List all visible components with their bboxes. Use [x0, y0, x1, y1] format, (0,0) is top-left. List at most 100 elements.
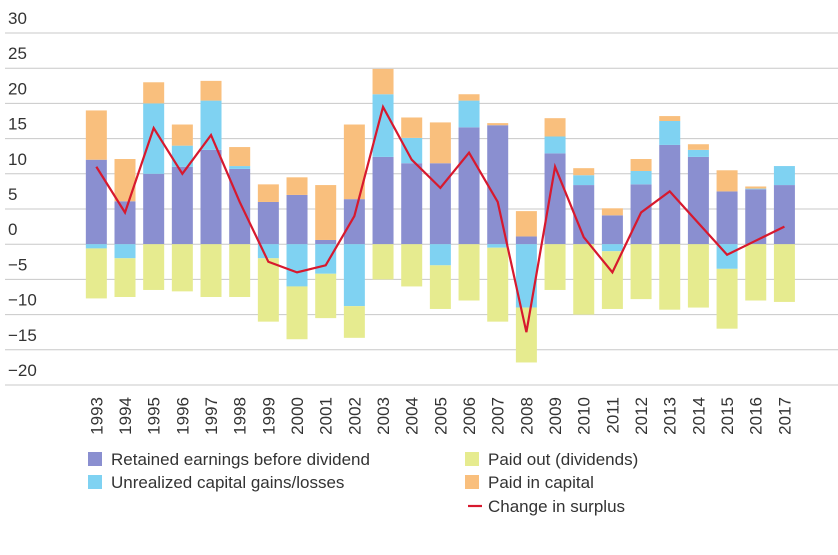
bar [601, 244, 623, 252]
bar [716, 170, 738, 192]
bar [200, 80, 222, 101]
bar [401, 244, 423, 287]
legend-label: Retained earnings before dividend [111, 450, 370, 469]
bar [229, 244, 251, 297]
legend-label: Change in surplus [488, 497, 625, 516]
bar [143, 82, 165, 104]
bar [343, 244, 365, 307]
bar [315, 239, 337, 245]
bar [372, 68, 394, 95]
legend-label: Paid out (dividends) [488, 450, 638, 469]
bar [716, 268, 738, 329]
legend-label: Paid in capital [488, 473, 594, 492]
bar [515, 211, 537, 237]
bar [257, 184, 279, 202]
bar [200, 100, 222, 150]
bar [487, 123, 509, 126]
bar [85, 110, 107, 160]
bar [257, 201, 279, 245]
bar [773, 185, 795, 245]
bar [85, 248, 107, 299]
x-tick-label: 2012 [632, 397, 651, 435]
bar [659, 244, 681, 310]
y-tick-label: 0 [8, 220, 17, 239]
bar [372, 94, 394, 157]
x-tick-label: 2002 [345, 397, 364, 435]
bar [171, 166, 193, 245]
y-tick-label: −15 [8, 326, 37, 345]
bar [687, 156, 709, 245]
bar [745, 188, 767, 190]
bar [429, 265, 451, 309]
x-tick-label: 2007 [489, 397, 508, 435]
bar [487, 247, 509, 322]
y-tick-label: −10 [8, 291, 37, 310]
bar [773, 244, 795, 302]
bar [343, 306, 365, 338]
bar [401, 163, 423, 245]
x-tick-label: 2003 [374, 397, 393, 435]
bar [171, 124, 193, 146]
bar [458, 100, 480, 128]
bar [659, 116, 681, 121]
y-tick-label: 10 [8, 150, 27, 169]
bar [687, 149, 709, 157]
legend-swatch [465, 475, 479, 489]
bar [229, 166, 251, 169]
bar [659, 121, 681, 145]
bar [143, 244, 165, 290]
x-tick-label: 2014 [689, 397, 708, 435]
bar [745, 189, 767, 245]
bar [773, 166, 795, 186]
bar [315, 273, 337, 319]
bar [401, 137, 423, 164]
bar [114, 201, 136, 245]
y-tick-label: 5 [8, 185, 17, 204]
bar [515, 244, 537, 308]
bar [200, 244, 222, 297]
legend-label: Unrealized capital gains/losses [111, 473, 344, 492]
bar [229, 168, 251, 245]
bar [487, 244, 509, 248]
bar [372, 244, 394, 280]
bar [630, 244, 652, 300]
bar [429, 244, 451, 266]
x-tick-label: 1999 [259, 397, 278, 435]
bar [343, 124, 365, 200]
bar [315, 244, 337, 274]
bar [687, 144, 709, 150]
bar [716, 191, 738, 245]
x-tick-label: 1994 [116, 397, 135, 435]
bar [573, 175, 595, 186]
x-tick-label: 1998 [231, 397, 250, 435]
bar [286, 194, 308, 245]
x-tick-label: 2017 [775, 397, 794, 435]
legend-swatch [88, 475, 102, 489]
legend-swatch [465, 452, 479, 466]
bar [429, 122, 451, 164]
bar [544, 136, 566, 154]
bar [372, 156, 394, 245]
x-tick-label: 1997 [202, 397, 221, 435]
y-tick-label: 30 [8, 9, 27, 28]
bar [286, 244, 308, 287]
bar [515, 236, 537, 245]
bar [429, 163, 451, 245]
bar [573, 244, 595, 315]
x-tick-label: 1995 [145, 397, 164, 435]
bar [745, 244, 767, 301]
bar [458, 94, 480, 101]
legend-swatch [88, 452, 102, 466]
bar [171, 244, 193, 292]
y-tick-label: 20 [8, 79, 27, 98]
bar [114, 258, 136, 297]
x-tick-label: 1993 [87, 397, 106, 435]
x-tick-label: 2008 [517, 397, 536, 435]
y-tick-label: 25 [8, 44, 27, 63]
line [95, 103, 785, 333]
x-tick-label: 1996 [173, 397, 192, 435]
y-tick-label: −5 [8, 255, 27, 274]
x-tick-label: 2006 [460, 397, 479, 435]
bar [85, 159, 107, 245]
